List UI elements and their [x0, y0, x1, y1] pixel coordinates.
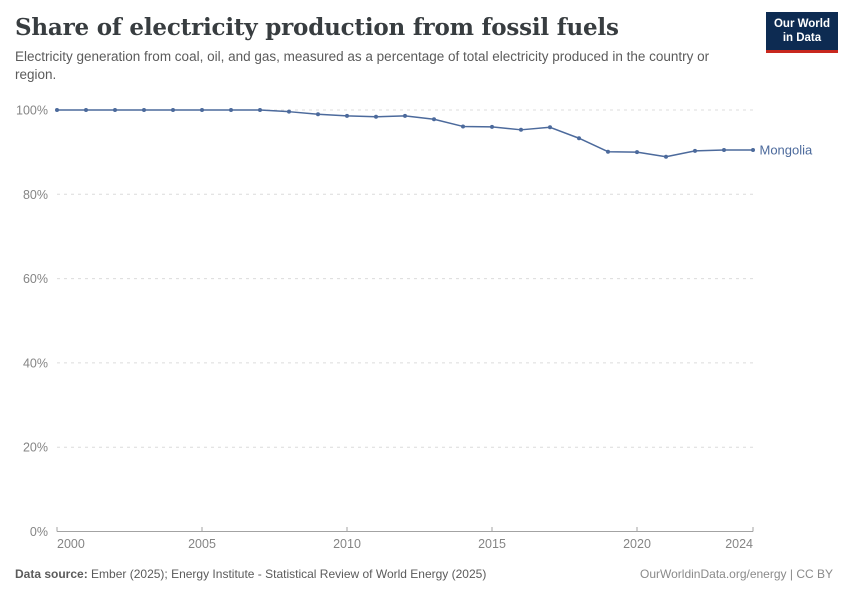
owid-logo-line1: Our World [773, 18, 830, 30]
x-axis-tick-label: 2020 [623, 537, 651, 551]
owid-logo: Our World in Data [765, 12, 838, 53]
data-point[interactable] [316, 112, 320, 117]
data-point[interactable] [664, 154, 668, 159]
data-point[interactable] [345, 113, 349, 118]
data-point[interactable] [577, 136, 581, 141]
x-axis-tick-label: 2024 [725, 537, 753, 551]
data-source: Data source: Ember (2025); Energy Instit… [15, 567, 486, 581]
chart-title: Share of electricity production from fos… [15, 14, 619, 41]
x-axis-tick-label: 2015 [478, 537, 506, 551]
data-point[interactable] [84, 108, 88, 112]
x-axis-tick-label: 2000 [57, 537, 85, 551]
y-axis-tick-label: 0% [30, 525, 48, 539]
data-point[interactable] [519, 127, 523, 132]
data-point[interactable] [55, 108, 59, 112]
data-point[interactable] [171, 108, 175, 112]
owid-logo-line2: in Data [782, 32, 822, 45]
data-point[interactable] [461, 124, 465, 129]
series-label[interactable]: Mongolia [760, 143, 814, 158]
y-axis-tick-label: 100% [16, 104, 48, 118]
data-point[interactable] [229, 108, 233, 112]
y-axis-tick-label: 20% [23, 441, 48, 455]
line-chart[interactable]: 0% 20% 40% 60% 80% 100% 2000 2005 2010 2015 2020 20… [0, 95, 850, 560]
data-point[interactable] [258, 108, 262, 112]
data-source-text: Ember (2025); Energy Institute - Statist… [91, 567, 487, 581]
data-point[interactable] [287, 109, 291, 114]
data-point[interactable] [113, 108, 117, 112]
data-point[interactable] [606, 149, 610, 154]
y-axis-tick-label: 60% [23, 272, 48, 286]
data-point[interactable] [490, 124, 494, 129]
data-point[interactable] [200, 108, 204, 112]
footer-link[interactable]: OurWorldinData.org/energy | CC BY [640, 567, 833, 581]
data-point[interactable] [432, 117, 436, 122]
data-source-label: Data source: [15, 567, 88, 581]
x-axis-tick-label: 2010 [333, 537, 361, 551]
chart-header: Share of electricity production from fos… [15, 14, 835, 84]
y-axis-tick-label: 40% [23, 356, 48, 370]
data-point[interactable] [751, 148, 755, 153]
data-point[interactable] [548, 125, 552, 130]
y-axis-tick-label: 80% [23, 188, 48, 202]
chart-subtitle: Electricity generation from coal, oil, a… [15, 49, 710, 82]
data-point[interactable] [635, 150, 639, 155]
chart-footer: Data source: Ember (2025); Energy Instit… [15, 567, 833, 581]
data-point[interactable] [403, 113, 407, 118]
data-point[interactable] [693, 148, 697, 153]
data-point[interactable] [374, 114, 378, 119]
x-axis-tick-label: 2005 [188, 537, 216, 551]
data-point[interactable] [722, 148, 726, 153]
data-point[interactable] [142, 108, 146, 112]
